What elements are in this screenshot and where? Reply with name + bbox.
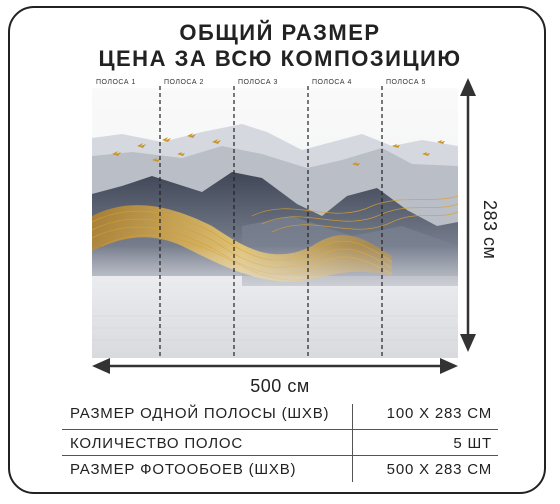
height-dimension-label: 283 см (480, 200, 500, 260)
strip-dividers (159, 86, 383, 358)
wallpaper-preview: ПОЛОСА 1 ПОЛОСА 2 ПОЛОСА 3 ПОЛОСА 4 ПОЛО… (92, 76, 458, 358)
strip-label-5: ПОЛОСА 5 (386, 79, 426, 86)
spec-strip-size-label: РАЗМЕР ОДНОЙ ПОЛОСЫ (ШХВ) (70, 405, 330, 422)
spec-strip-size-value: 100 Х 283 СМ (386, 405, 492, 422)
spec-row-count: КОЛИЧЕСТВО ПОЛОС 5 ШТ (60, 432, 500, 458)
spec-total-size-value: 500 Х 283 СМ (386, 461, 492, 478)
strip-label-2: ПОЛОСА 2 (164, 79, 204, 86)
width-dimension-label: 500 см (250, 376, 310, 396)
title-line-2: ЦЕНА ЗА ВСЮ КОМПОЗИЦИЮ (98, 46, 462, 71)
spec-total-size-label: РАЗМЕР ФОТООБОЕВ (ШХВ) (70, 461, 297, 478)
spec-column-divider (352, 404, 353, 482)
strip-label-1: ПОЛОСА 1 (96, 79, 136, 86)
spec-row-total-size: РАЗМЕР ФОТООБОЕВ (ШХВ) 500 Х 283 СМ (60, 458, 500, 484)
title-line-1: ОБЩИЙ РАЗМЕР (179, 20, 381, 45)
spec-row-strip-size: РАЗМЕР ОДНОЙ ПОЛОСЫ (ШХВ) 100 Х 283 СМ (60, 402, 500, 428)
strip-label-3: ПОЛОСА 3 (238, 79, 278, 86)
product-card-frame (8, 6, 546, 494)
spec-count-label: КОЛИЧЕСТВО ПОЛОС (70, 435, 243, 452)
mural-artwork (92, 76, 458, 358)
spec-divider (62, 429, 498, 430)
spec-divider (62, 455, 498, 456)
strip-label-4: ПОЛОСА 4 (312, 79, 352, 86)
spec-count-value: 5 ШТ (453, 435, 492, 452)
